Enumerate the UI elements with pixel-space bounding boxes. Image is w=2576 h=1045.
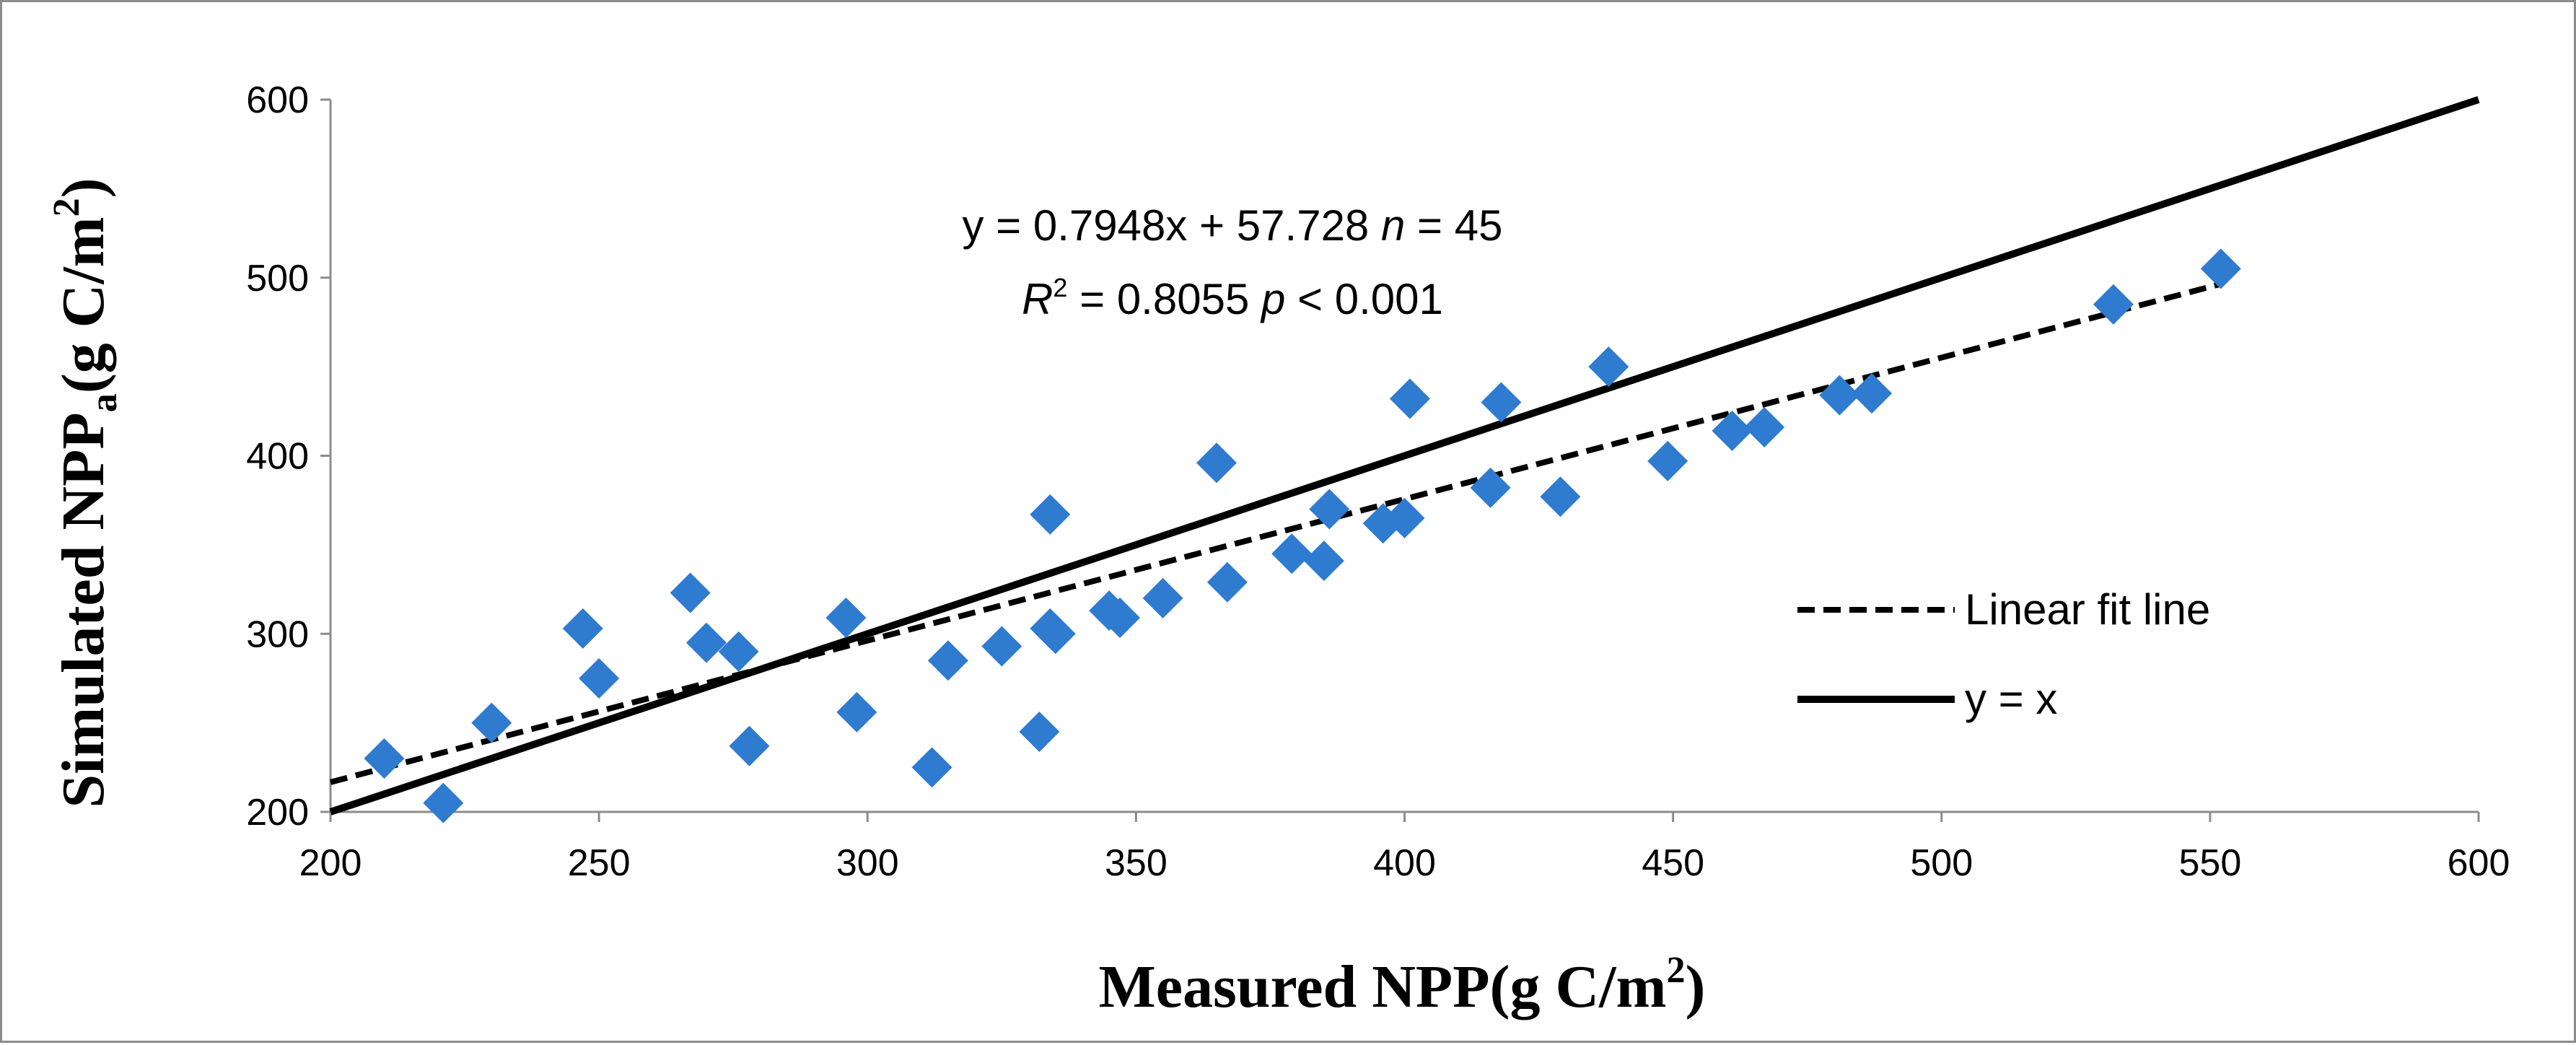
data-point: [1206, 561, 1248, 603]
data-point: [364, 738, 405, 779]
x-tick-label: 550: [2178, 842, 2241, 884]
x-tick-label: 200: [299, 842, 362, 884]
y-tick-label: 300: [246, 613, 309, 655]
data-point: [1142, 577, 1183, 618]
x-tick-label: 400: [1373, 842, 1436, 884]
y-tick-label: 400: [246, 436, 309, 478]
data-point: [1271, 533, 1313, 574]
x-tick-label: 250: [568, 842, 631, 884]
axes-layer: 200 250 300 350 400 450 500 550 600 200 300 400 500 6…: [246, 79, 2510, 884]
points-layer: [364, 248, 2241, 823]
data-point: [1389, 378, 1430, 419]
r-value: = 0.8055: [1067, 275, 1261, 323]
data-point: [423, 782, 464, 823]
data-point: [825, 598, 867, 639]
data-point: [1819, 375, 1860, 416]
data-point: [2200, 248, 2241, 289]
x-tick-label: 500: [1910, 842, 1973, 884]
data-point: [1744, 407, 1785, 448]
data-point: [562, 608, 603, 649]
data-point: [1035, 613, 1076, 655]
y-axis-title: Simulated NPPa(g C/m2): [46, 178, 125, 808]
p-value: < 0.001: [1285, 275, 1443, 323]
legend: Linear fit line y = x: [1797, 585, 2210, 723]
data-point: [1309, 489, 1350, 530]
equation-text: y = 0.7948x + 57.728: [963, 201, 1381, 250]
legend-identity-label: y = x: [1965, 675, 2057, 723]
y-tick-label: 600: [246, 79, 309, 121]
regression-annotation-line1: y = 0.7948x + 57.728 n = 45: [963, 201, 1503, 250]
legend-linear-fit-label: Linear fit line: [1965, 585, 2210, 634]
identity-line: [329, 96, 2480, 816]
x-tick-label: 300: [836, 842, 899, 884]
data-point: [1540, 476, 1581, 517]
r-superscript: 2: [1053, 273, 1067, 302]
r-symbol: R: [1022, 275, 1053, 323]
linear-fit-line: [329, 281, 2222, 785]
x-tick-label: 350: [1105, 842, 1167, 884]
data-point: [579, 657, 620, 699]
data-point: [1030, 494, 1071, 535]
p-symbol: p: [1260, 275, 1285, 323]
x-axis-title: Measured NPP(g C/m2): [1099, 950, 1706, 1020]
data-point: [729, 725, 770, 766]
data-point: [670, 572, 711, 613]
y-tick-label: 200: [246, 792, 309, 834]
data-point: [1851, 373, 1892, 414]
data-point: [911, 747, 952, 788]
y-tick-label: 500: [246, 258, 309, 299]
data-point: [1100, 598, 1141, 639]
data-point: [1647, 440, 1688, 481]
data-point: [1196, 442, 1237, 484]
x-tick-label: 600: [2448, 842, 2510, 884]
n-value: = 45: [1405, 201, 1502, 250]
data-point: [981, 626, 1022, 667]
data-point: [718, 631, 759, 672]
data-point: [1588, 346, 1629, 388]
data-point: [1470, 467, 1511, 508]
n-symbol: n: [1381, 201, 1405, 250]
data-point: [836, 691, 877, 733]
data-point: [1481, 382, 1522, 423]
data-point: [1303, 541, 1344, 582]
data-point: [1712, 410, 1753, 451]
data-point: [471, 702, 512, 743]
regression-annotation-line2: R2 = 0.8055 p < 0.001: [1022, 273, 1443, 323]
data-point: [927, 640, 968, 681]
data-point: [1019, 711, 1060, 752]
x-tick-label: 450: [1642, 842, 1704, 884]
data-point: [2093, 284, 2134, 325]
data-point: [685, 622, 727, 663]
data-point: [1384, 497, 1425, 538]
lines-layer: [329, 96, 2480, 816]
